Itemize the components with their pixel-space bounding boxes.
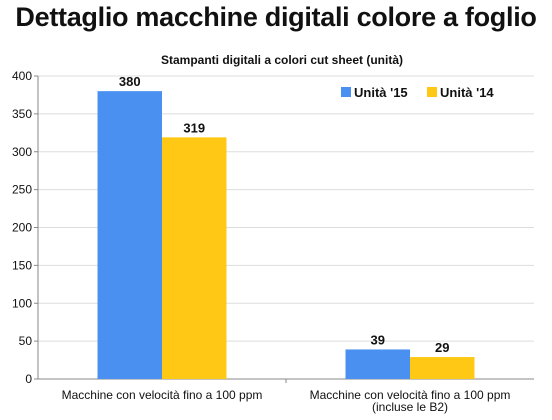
bar-unita-15 (345, 349, 410, 379)
bar-unita-14 (410, 357, 475, 379)
bar-unita-15 (97, 91, 162, 380)
y-tick-label: 0 (25, 372, 32, 386)
data-label: 39 (371, 332, 385, 347)
x-tick-label: Macchine con velocità fino a 100 ppm (62, 388, 263, 402)
legend: Unità '15 Unità '14 (341, 85, 494, 100)
legend-swatch (341, 87, 351, 97)
x-tick-label: Macchine con velocità fino a 100 ppm (310, 388, 511, 402)
data-label: 319 (183, 120, 205, 135)
bar-unita-14 (162, 137, 227, 379)
y-tick-label: 400 (12, 69, 32, 83)
y-tick-label: 300 (12, 145, 32, 159)
legend-swatch (427, 87, 437, 97)
y-tick-label: 100 (12, 296, 32, 310)
x-tick-label: (incluse le B2) (372, 400, 448, 414)
y-tick-label: 250 (12, 183, 32, 197)
bars (97, 91, 475, 380)
chart-subtitle: Stampanti digitali a colori cut sheet (u… (161, 53, 403, 67)
legend-label: Unità '14 (440, 85, 494, 100)
legend-label: Unità '15 (354, 85, 408, 100)
data-label: 380 (119, 74, 141, 89)
y-tick-label: 350 (12, 107, 32, 121)
page-title: Dettaglio macchine digitali colore a fog… (15, 2, 537, 32)
data-label: 29 (435, 340, 449, 355)
y-tick-label: 50 (19, 334, 33, 348)
labels: 0 50 100 150 200 250 300 350 400 380 319 Macchine c… (12, 69, 510, 414)
y-tick-label: 200 (12, 221, 32, 235)
y-tick-label: 150 (12, 258, 32, 272)
